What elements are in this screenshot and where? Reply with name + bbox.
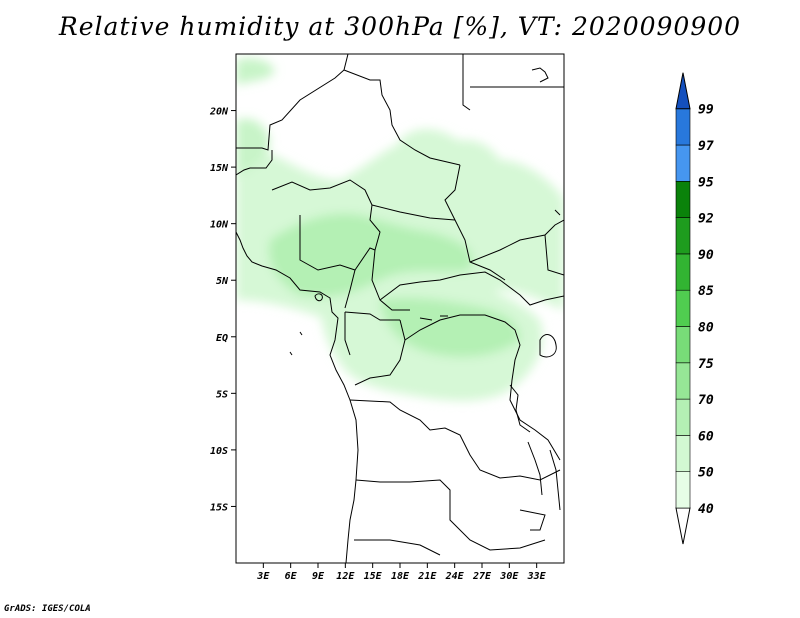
colorbar-level-label: 50 xyxy=(698,466,714,481)
chart-title: Relative humidity at 300hPa [%], VT: 202… xyxy=(58,12,742,41)
colorbar-swatch xyxy=(675,217,691,255)
lon-tick-label: 27E xyxy=(472,571,492,582)
colorbar-level-label: 40 xyxy=(698,502,714,517)
lat-tick-label: 15N xyxy=(210,163,229,174)
colorbar-low-arrow xyxy=(675,507,691,545)
lat-tick-label: 20N xyxy=(209,107,229,118)
colorbar: 40 50 60 70 75 80 85 90 92 95 97 99 xyxy=(675,72,714,545)
lon-tick-label: 15E xyxy=(364,571,383,582)
colorbar-swatch xyxy=(675,144,691,182)
colorbar-swatch xyxy=(675,362,691,400)
lon-tick-label: 3E xyxy=(256,571,270,582)
colorbar-swatch xyxy=(675,435,691,472)
colorbar-level-label: 90 xyxy=(698,248,714,263)
colorbar-swatch xyxy=(675,108,691,146)
lon-tick-label: 6E xyxy=(285,571,298,582)
colorbar-level-label: 95 xyxy=(698,175,714,190)
colorbar-swatch xyxy=(675,181,691,218)
axis-ticks xyxy=(231,110,538,568)
colorbar-swatch xyxy=(675,398,691,436)
shade-region-north-strong xyxy=(269,213,473,297)
lat-tick-label: 10S xyxy=(210,446,228,457)
lon-tick-label: 9E xyxy=(312,571,325,582)
colorbar-level-label: 85 xyxy=(698,284,714,299)
lat-tick-label: 15S xyxy=(210,502,228,513)
colorbar-swatch xyxy=(675,253,691,291)
colorbar-level-label: 70 xyxy=(698,393,714,408)
lon-tick-label: 24E xyxy=(445,571,465,582)
lat-tick-label: 5N xyxy=(216,276,229,287)
lon-tick-label: 33E xyxy=(527,571,547,582)
colorbar-swatch xyxy=(675,326,691,364)
lon-tick-label: 30E xyxy=(499,571,519,582)
lon-tick-labels: 3E 6E 9E 12E 15E 18E 21E 24E 27E 30E 33E xyxy=(256,571,546,582)
lat-tick-label: EQ xyxy=(216,333,228,344)
lat-tick-label: 5S xyxy=(216,389,228,400)
coastlines-and-borders xyxy=(236,54,564,563)
grads-credit: GrADS: IGES/COLA xyxy=(4,604,91,614)
colorbar-level-label: 92 xyxy=(698,212,714,227)
lon-tick-label: 21E xyxy=(417,571,437,582)
colorbar-swatch xyxy=(675,471,691,509)
colorbar-high-arrow xyxy=(675,72,691,110)
lon-tick-label: 18E xyxy=(391,571,410,582)
shade-region-west-coast-2 xyxy=(236,118,270,175)
colorbar-swatch xyxy=(675,289,691,327)
shade-region-central-strong xyxy=(380,297,520,357)
lat-tick-label: 10N xyxy=(210,220,229,231)
colorbar-level-label: 60 xyxy=(698,429,714,444)
colorbar-level-label: 75 xyxy=(698,357,714,372)
lon-tick-label: 12E xyxy=(336,571,355,582)
colorbar-level-label: 99 xyxy=(698,103,714,118)
shade-region-sahel xyxy=(394,129,491,197)
lat-tick-labels: 20N 15N 10N 5N EQ 5S 10S 15S xyxy=(209,107,229,514)
humidity-shading xyxy=(236,58,564,401)
colorbar-level-label: 97 xyxy=(698,139,714,154)
colorbar-level-label: 80 xyxy=(698,321,714,336)
shade-region-west-coast xyxy=(236,58,275,85)
